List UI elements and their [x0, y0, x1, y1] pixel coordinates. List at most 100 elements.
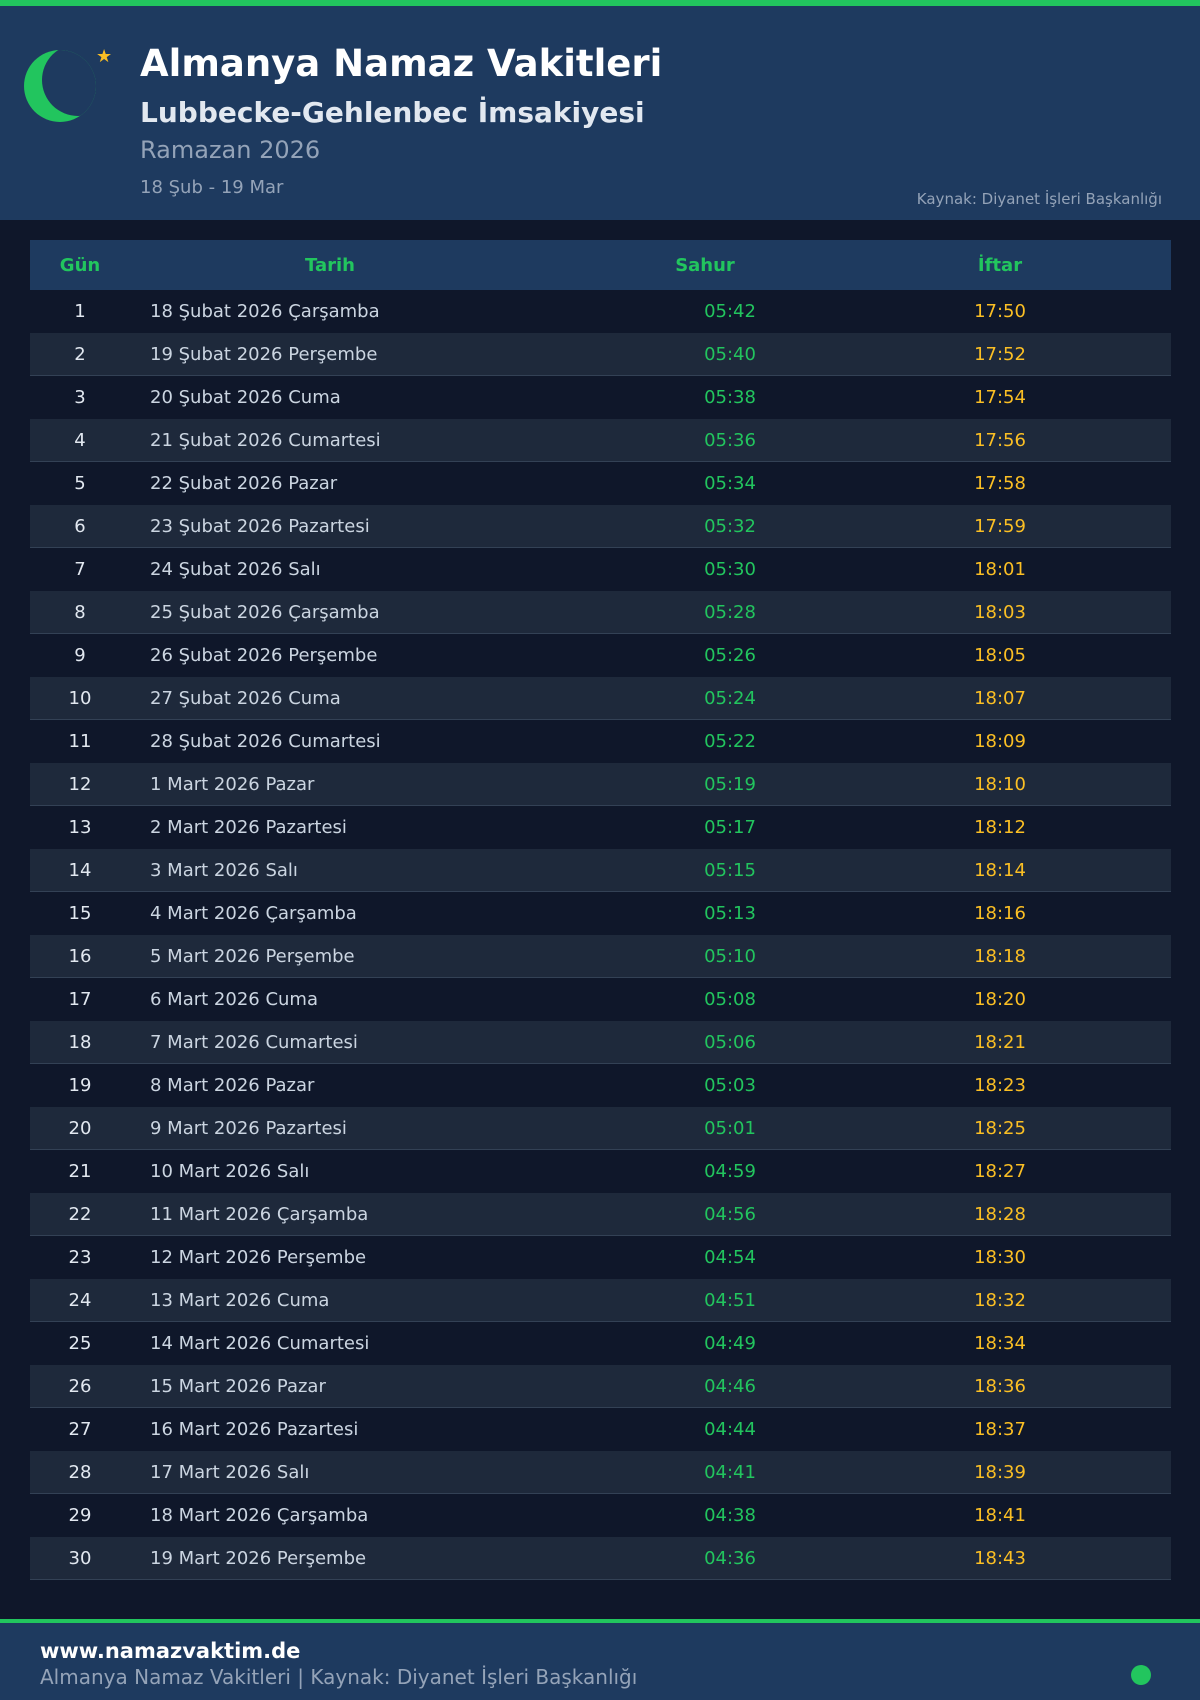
cell-day: 26	[68, 1375, 92, 1397]
cell-day: 27	[68, 1418, 92, 1440]
period-label: Ramazan 2026	[140, 136, 321, 164]
table-row: 27 16 Mart 2026 Pazartesi 04:44 18:37	[30, 1408, 1171, 1451]
table-header: Gün Tarih Sahur İftar	[30, 240, 1171, 290]
table-row: 10 27 Şubat 2026 Cuma 05:24 18:07	[30, 677, 1171, 720]
imsakiye-table: Gün Tarih Sahur İftar 1 18 Şubat 2026 Çar…	[30, 240, 1171, 1580]
cell-iftar: 18:25	[974, 1117, 1026, 1139]
cell-iftar: 18:23	[974, 1074, 1026, 1096]
table-row: 9 26 Şubat 2026 Perşembe 05:26 18:05	[30, 634, 1171, 677]
cell-date: 19 Mart 2026 Perşembe	[150, 1547, 367, 1569]
cell-day: 4	[74, 429, 86, 451]
cell-iftar: 18:07	[974, 687, 1026, 709]
table-row: 20 9 Mart 2026 Pazartesi 05:01 18:25	[30, 1107, 1171, 1150]
cell-iftar: 18:41	[974, 1504, 1026, 1526]
cell-iftar: 18:36	[974, 1375, 1026, 1397]
cell-sahur: 05:36	[704, 429, 756, 451]
cell-date: 17 Mart 2026 Salı	[150, 1461, 310, 1483]
cell-date: 28 Şubat 2026 Cumartesi	[150, 730, 381, 752]
cell-date: 16 Mart 2026 Pazartesi	[150, 1418, 359, 1440]
cell-date: 18 Mart 2026 Çarşamba	[150, 1504, 369, 1526]
table-row: 18 7 Mart 2026 Cumartesi 05:06 18:21	[30, 1021, 1171, 1064]
cell-day: 8	[74, 601, 86, 623]
cell-sahur: 05:30	[704, 558, 756, 580]
cell-day: 17	[68, 988, 92, 1010]
cell-day: 25	[68, 1332, 92, 1354]
cell-iftar: 17:59	[974, 515, 1026, 537]
footer-accent-line	[0, 1619, 1200, 1623]
cell-sahur: 04:59	[704, 1160, 756, 1182]
cell-date: 27 Şubat 2026 Cuma	[150, 687, 341, 709]
cell-date: 24 Şubat 2026 Salı	[150, 558, 321, 580]
cell-date: 4 Mart 2026 Çarşamba	[150, 902, 357, 924]
cell-sahur: 04:56	[704, 1203, 756, 1225]
column-header-date: Tarih	[305, 254, 355, 276]
cell-iftar: 18:43	[974, 1547, 1026, 1569]
cell-sahur: 04:54	[704, 1246, 756, 1268]
cell-sahur: 05:34	[704, 472, 756, 494]
footer-text: Almanya Namaz Vakitleri | Kaynak: Diyane…	[40, 1665, 638, 1689]
cell-day: 3	[74, 386, 86, 408]
cell-iftar: 18:01	[974, 558, 1026, 580]
cell-day: 22	[68, 1203, 92, 1225]
cell-sahur: 05:15	[704, 859, 756, 881]
cell-iftar: 18:09	[974, 730, 1026, 752]
cell-sahur: 05:28	[704, 601, 756, 623]
column-header-sahur: Sahur	[675, 254, 735, 276]
top-accent-bar	[0, 0, 1200, 6]
table-row: 5 22 Şubat 2026 Pazar 05:34 17:58	[30, 462, 1171, 505]
table-row: 15 4 Mart 2026 Çarşamba 05:13 18:16	[30, 892, 1171, 935]
table-row: 8 25 Şubat 2026 Çarşamba 05:28 18:03	[30, 591, 1171, 634]
cell-sahur: 04:46	[704, 1375, 756, 1397]
cell-sahur: 05:24	[704, 687, 756, 709]
cell-date: 6 Mart 2026 Cuma	[150, 988, 318, 1010]
cell-date: 23 Şubat 2026 Pazartesi	[150, 515, 370, 537]
status-dot-icon	[1131, 1665, 1151, 1685]
crescent-moon-icon	[24, 50, 96, 122]
cell-iftar: 18:28	[974, 1203, 1026, 1225]
cell-date: 14 Mart 2026 Cumartesi	[150, 1332, 370, 1354]
cell-date: 10 Mart 2026 Salı	[150, 1160, 310, 1182]
table-row: 17 6 Mart 2026 Cuma 05:08 18:20	[30, 978, 1171, 1021]
cell-iftar: 18:39	[974, 1461, 1026, 1483]
table-row: 29 18 Mart 2026 Çarşamba 04:38 18:41	[30, 1494, 1171, 1537]
cell-day: 11	[68, 730, 92, 752]
cell-day: 29	[68, 1504, 92, 1526]
cell-iftar: 17:56	[974, 429, 1026, 451]
table-row: 11 28 Şubat 2026 Cumartesi 05:22 18:09	[30, 720, 1171, 763]
cell-iftar: 17:54	[974, 386, 1026, 408]
cell-sahur: 05:10	[704, 945, 756, 967]
cell-date: 7 Mart 2026 Cumartesi	[150, 1031, 358, 1053]
table-row: 12 1 Mart 2026 Pazar 05:19 18:10	[30, 763, 1171, 806]
cell-date: 13 Mart 2026 Cuma	[150, 1289, 330, 1311]
cell-sahur: 05:42	[704, 300, 756, 322]
cell-sahur: 05:26	[704, 644, 756, 666]
table-row: 26 15 Mart 2026 Pazar 04:46 18:36	[30, 1365, 1171, 1408]
footer-site[interactable]: www.namazvaktim.de	[40, 1639, 301, 1663]
cell-day: 23	[68, 1246, 92, 1268]
date-range: 18 Şub - 19 Mar	[140, 177, 284, 198]
cell-date: 3 Mart 2026 Salı	[150, 859, 298, 881]
cell-date: 25 Şubat 2026 Çarşamba	[150, 601, 380, 623]
cell-date: 5 Mart 2026 Perşembe	[150, 945, 355, 967]
cell-date: 1 Mart 2026 Pazar	[150, 773, 315, 795]
cell-day: 21	[68, 1160, 92, 1182]
cell-date: 18 Şubat 2026 Çarşamba	[150, 300, 380, 322]
cell-iftar: 18:16	[974, 902, 1026, 924]
cell-date: 11 Mart 2026 Çarşamba	[150, 1203, 369, 1225]
cell-iftar: 18:12	[974, 816, 1026, 838]
table-row: 6 23 Şubat 2026 Pazartesi 05:32 17:59	[30, 505, 1171, 548]
cell-iftar: 18:21	[974, 1031, 1026, 1053]
cell-sahur: 05:38	[704, 386, 756, 408]
table-row: 14 3 Mart 2026 Salı 05:15 18:14	[30, 849, 1171, 892]
table-body: 1 18 Şubat 2026 Çarşamba 05:42 17:50 2 19 Şub…	[30, 290, 1171, 1580]
cell-day: 2	[74, 343, 86, 365]
table-row: 2 19 Şubat 2026 Perşembe 05:40 17:52	[30, 333, 1171, 376]
table-row: 21 10 Mart 2026 Salı 04:59 18:27	[30, 1150, 1171, 1193]
cell-day: 13	[68, 816, 92, 838]
cell-date: 22 Şubat 2026 Pazar	[150, 472, 338, 494]
table-row: 22 11 Mart 2026 Çarşamba 04:56 18:28	[30, 1193, 1171, 1236]
cell-day: 6	[74, 515, 86, 537]
cell-day: 15	[68, 902, 92, 924]
cell-date: 21 Şubat 2026 Cumartesi	[150, 429, 381, 451]
cell-iftar: 18:14	[974, 859, 1026, 881]
